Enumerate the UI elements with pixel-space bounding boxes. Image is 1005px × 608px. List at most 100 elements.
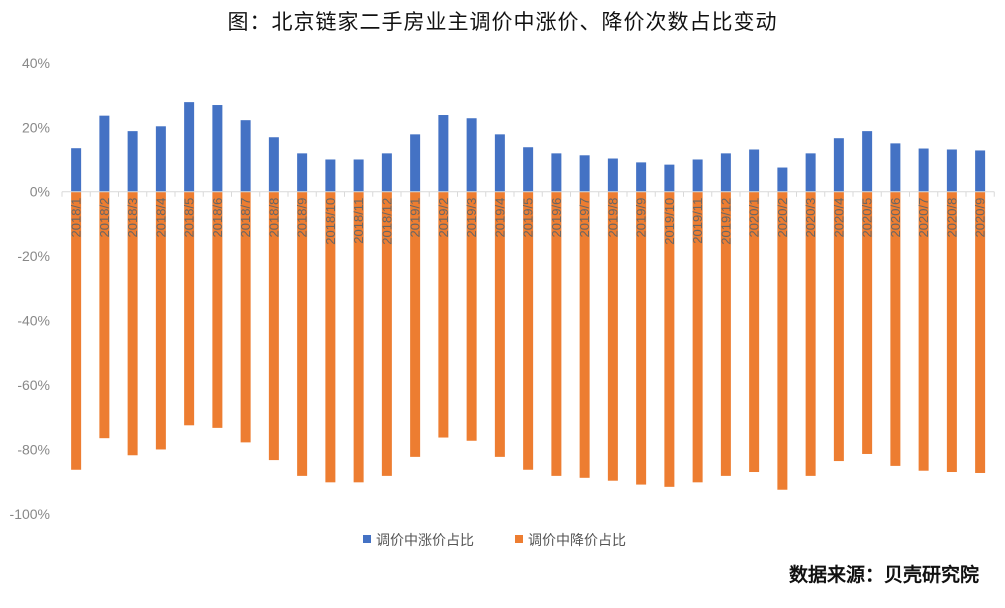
- x-tick-label: 2018/2: [97, 198, 112, 238]
- bar-rise: [381, 153, 392, 192]
- bar-fall: [438, 191, 449, 438]
- x-tick-label: 2018/11: [351, 198, 366, 244]
- bar-fall: [494, 191, 505, 457]
- x-tick-label: 2018/9: [295, 198, 310, 238]
- chart-title: 图：北京链家二手房业主调价中涨价、降价次数占比变动: [227, 10, 778, 34]
- x-tick-label: 2018/5: [182, 198, 197, 238]
- bar-rise: [155, 126, 166, 192]
- bar-rise: [268, 137, 279, 192]
- bar-fall: [664, 191, 675, 487]
- bar-rise: [607, 158, 618, 192]
- bar-rise: [410, 134, 421, 192]
- legend-label: 调价中降价占比: [528, 533, 626, 549]
- bar-fall: [579, 191, 590, 478]
- bar-rise: [99, 115, 110, 192]
- bar-fall: [805, 191, 816, 476]
- data-source: 数据来源：贝壳研究院: [788, 564, 979, 586]
- bar-rise: [466, 118, 477, 192]
- bar-fall: [381, 191, 392, 476]
- bar-fall: [184, 191, 195, 426]
- bar-rise: [720, 153, 731, 192]
- bar-fall: [833, 191, 844, 462]
- bar-rise: [212, 105, 223, 192]
- x-tick-label: 2020/3: [803, 198, 818, 238]
- bar-rise: [494, 134, 505, 192]
- bar-rise: [71, 148, 82, 192]
- bar-fall: [325, 191, 336, 483]
- x-tick-label: 2018/6: [210, 198, 225, 238]
- bar-rise: [946, 149, 957, 192]
- bar-rise: [975, 150, 986, 192]
- bar-rise: [833, 138, 844, 192]
- x-tick-label: 2020/8: [944, 198, 959, 238]
- y-tick-label: -60%: [17, 377, 50, 393]
- bar-fall: [155, 191, 166, 450]
- bar-rise: [862, 131, 873, 192]
- x-tick-label: 2019/9: [634, 198, 649, 238]
- bar-rise: [240, 120, 251, 192]
- x-tick-label: 2018/7: [238, 198, 253, 238]
- x-tick-label: 2019/6: [549, 198, 564, 238]
- bar-fall: [410, 191, 421, 457]
- bar-rise: [127, 131, 138, 192]
- y-tick-label: -40%: [17, 313, 50, 329]
- x-tick-label: 2019/7: [577, 198, 592, 238]
- bar-fall: [240, 191, 251, 443]
- legend-swatch: [515, 535, 523, 543]
- x-tick-label: 2019/3: [464, 198, 479, 238]
- x-tick-label: 2018/1: [69, 198, 84, 238]
- legend-label: 调价中涨价占比: [376, 533, 474, 549]
- bar-rise: [551, 153, 562, 192]
- bar-fall: [720, 191, 731, 476]
- bar-rise: [890, 143, 901, 192]
- bar-fall: [212, 191, 223, 428]
- x-tick-label: 2018/10: [323, 198, 338, 245]
- x-tick-label: 2020/1: [747, 198, 762, 238]
- x-tick-label: 2018/12: [379, 198, 394, 245]
- bar-rise: [325, 159, 336, 192]
- bar-fall: [353, 191, 364, 483]
- x-tick-label: 2019/4: [492, 198, 507, 238]
- bar-fall: [777, 191, 788, 490]
- bar-rise: [805, 153, 816, 192]
- bar-rise: [353, 159, 364, 192]
- x-tick-label: 2019/11: [690, 198, 705, 244]
- y-tick-label: 40%: [22, 55, 50, 71]
- bar-rise: [438, 115, 449, 192]
- x-tick-label: 2020/4: [831, 198, 846, 238]
- x-tick-label: 2019/5: [521, 198, 536, 238]
- x-tick-label: 2020/7: [916, 198, 931, 238]
- bar-fall: [890, 191, 901, 466]
- bar-rise: [579, 155, 590, 192]
- y-tick-label: -20%: [17, 248, 50, 264]
- bar-fall: [551, 191, 562, 476]
- bar-rise: [664, 164, 675, 192]
- bar-fall: [268, 191, 279, 461]
- bar-rise: [692, 159, 703, 192]
- x-tick-label: 2019/10: [662, 198, 677, 245]
- bar-rise: [184, 102, 195, 192]
- bar-fall: [749, 191, 760, 473]
- bar-rise: [918, 148, 929, 192]
- x-tick-label: 2019/2: [436, 198, 451, 238]
- bar-fall: [523, 191, 534, 470]
- bar-fall: [918, 191, 929, 471]
- bar-fall: [692, 191, 703, 483]
- x-tick-label: 2018/3: [125, 198, 140, 238]
- bar-fall: [99, 191, 110, 439]
- bar-fall: [127, 191, 138, 456]
- x-tick-label: 2019/1: [408, 198, 423, 238]
- bar-fall: [607, 191, 618, 481]
- bar-rise: [297, 153, 308, 192]
- bar-rise: [523, 147, 534, 192]
- y-tick-label: -80%: [17, 441, 50, 457]
- bar-fall: [71, 191, 82, 470]
- legend-swatch: [363, 535, 371, 543]
- x-tick-label: 2020/9: [973, 198, 988, 238]
- x-tick-label: 2020/6: [888, 198, 903, 238]
- y-tick-label: 20%: [22, 119, 50, 135]
- bar-rise: [777, 167, 788, 192]
- bar-fall: [862, 191, 873, 454]
- bar-fall: [975, 191, 986, 473]
- y-tick-label: 0%: [30, 184, 50, 200]
